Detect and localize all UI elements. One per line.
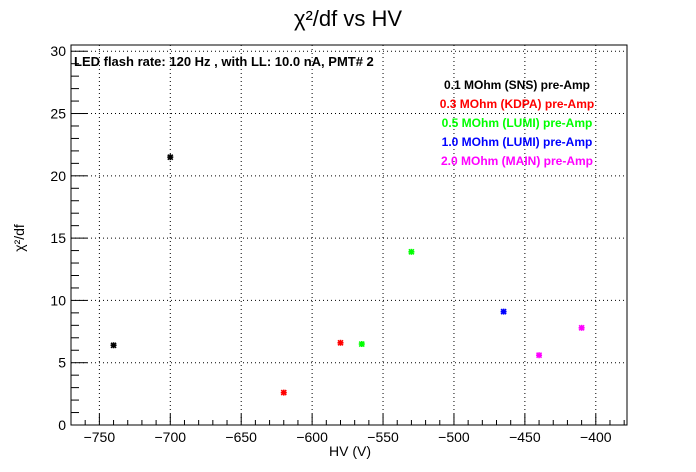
data-point xyxy=(337,339,344,346)
data-point xyxy=(500,308,507,315)
chart-title: χ²/df vs HV xyxy=(294,6,402,31)
x-tick-label: −450 xyxy=(509,429,541,445)
data-point xyxy=(280,389,287,396)
x-tick-label: −750 xyxy=(84,429,116,445)
annotation-text: LED flash rate: 120 Hz , with LL: 10.0 n… xyxy=(74,54,374,69)
grid-lines xyxy=(71,45,627,426)
legend-entry: 0.1 MOhm (SNS) pre-Amp xyxy=(444,78,590,92)
x-tick-label: −400 xyxy=(580,429,612,445)
y-tick-label: 5 xyxy=(58,355,66,371)
y-axis-label: χ²/df xyxy=(11,224,27,252)
y-tick-label: 10 xyxy=(50,292,66,308)
y-tick-labels: 0 5 10 15 20 25 30 xyxy=(50,43,66,433)
data-point xyxy=(535,352,543,359)
legend-entry: 1.0 MOhm (LUMI) pre-Amp xyxy=(442,135,593,149)
x-tick-label: −500 xyxy=(438,429,470,445)
data-point xyxy=(408,248,415,255)
x-axis-label: HV (V) xyxy=(329,443,371,459)
x-tick-label: −700 xyxy=(155,429,187,445)
y-tick-label: 0 xyxy=(58,417,66,433)
data-point xyxy=(578,324,585,331)
x-tick-label: −550 xyxy=(367,429,399,445)
data-point xyxy=(167,154,174,161)
data-point xyxy=(110,342,117,349)
axis-ticks xyxy=(70,50,625,426)
y-tick-label: 15 xyxy=(50,230,66,246)
x-tick-label: −600 xyxy=(296,429,328,445)
y-tick-label: 20 xyxy=(50,168,66,184)
legend-entry: 0.5 MOhm (LUMI) pre-Amp xyxy=(442,116,593,130)
y-tick-label: 30 xyxy=(50,43,66,59)
legend-entry: 0.3 MOhm (KDPA) pre-Amp xyxy=(440,97,594,111)
data-points xyxy=(110,154,585,396)
x-tick-labels: −750 −700 −650 −600 −550 −500 −450 −400 xyxy=(84,429,612,445)
y-tick-label: 25 xyxy=(50,106,66,122)
x-tick-label: −650 xyxy=(225,429,257,445)
legend-entry: 2.0 MOhm (MAIN) pre-Amp xyxy=(441,154,593,168)
legend: 0.1 MOhm (SNS) pre-Amp 0.3 MOhm (KDPA) pr… xyxy=(440,78,594,168)
data-point xyxy=(358,340,365,348)
plot-frame xyxy=(70,44,628,426)
